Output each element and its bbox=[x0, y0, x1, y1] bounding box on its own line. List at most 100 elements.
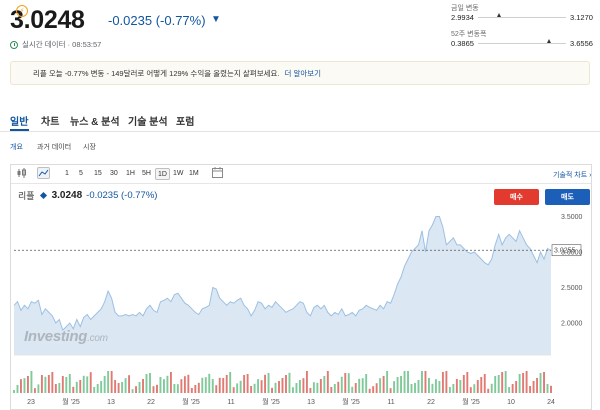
volume-bar bbox=[54, 384, 57, 393]
tab-underline bbox=[10, 129, 29, 131]
area-chart-icon[interactable] bbox=[37, 167, 50, 179]
timeframe-1h[interactable]: 1H bbox=[126, 170, 135, 177]
volume-bar bbox=[428, 378, 430, 393]
volume-bar bbox=[445, 371, 448, 393]
volume-bar bbox=[333, 384, 336, 393]
tab-chart[interactable]: 차트 bbox=[41, 117, 60, 128]
realtime-status: 실시간 데이터 · 08:53:57 bbox=[10, 39, 101, 50]
x-tick-label: 22 bbox=[147, 399, 155, 406]
tab-general[interactable]: 일반 bbox=[10, 117, 29, 128]
volume-bar bbox=[225, 375, 228, 393]
volume-bar bbox=[65, 377, 68, 393]
day-range-label: 금일 변동 bbox=[451, 5, 479, 12]
timeframe-1[interactable]: 1 bbox=[65, 170, 69, 177]
volume-bar bbox=[302, 378, 305, 393]
tab-news[interactable]: 뉴스 & 분석 bbox=[70, 117, 120, 128]
x-tick-label: 월 '25 bbox=[62, 397, 80, 406]
price-area bbox=[14, 216, 551, 355]
volume-bar bbox=[525, 371, 528, 393]
tab-technical[interactable]: 기술 분석 bbox=[128, 117, 168, 128]
volume-bar bbox=[274, 382, 277, 393]
timeframe-1d[interactable]: 1D bbox=[155, 168, 170, 180]
volume-bar bbox=[75, 381, 78, 393]
y-tick-label: 2.5000 bbox=[561, 285, 583, 292]
volume-bar bbox=[532, 381, 535, 393]
volume-bar bbox=[417, 380, 420, 393]
x-tick-label: 월 '25 bbox=[182, 397, 200, 406]
volume-bar bbox=[396, 377, 399, 393]
volume-bar bbox=[473, 384, 476, 393]
volume-bar bbox=[494, 376, 497, 393]
buy-button[interactable]: 매도 bbox=[545, 189, 590, 205]
x-tick-label: 11 bbox=[227, 399, 234, 406]
timeframe-5[interactable]: 5 bbox=[79, 170, 83, 177]
volume-bar bbox=[441, 372, 444, 393]
volume-bar bbox=[536, 378, 539, 393]
volume-bar bbox=[281, 378, 284, 393]
volume-bar bbox=[253, 383, 256, 393]
investing-watermark: Investing.com bbox=[24, 328, 108, 345]
caret-down-icon[interactable]: ▼ bbox=[211, 14, 221, 25]
volume-bar bbox=[159, 377, 162, 393]
tab-forum[interactable]: 포럼 bbox=[176, 117, 195, 128]
x-tick-label: 24 bbox=[547, 399, 555, 406]
volume-bar bbox=[389, 388, 392, 393]
subtab-market[interactable]: 시장 bbox=[83, 144, 96, 151]
week52-high: 3.6556 bbox=[570, 39, 593, 48]
volume-bar bbox=[211, 379, 214, 393]
subtab-overview[interactable]: 개요 bbox=[10, 144, 23, 151]
volume-bar bbox=[162, 379, 165, 393]
volume-bar bbox=[239, 380, 242, 393]
volume-bar bbox=[96, 384, 99, 393]
volume-bar bbox=[110, 371, 113, 393]
calendar-icon[interactable] bbox=[212, 167, 223, 178]
volume-bar bbox=[330, 387, 333, 393]
volume-bar bbox=[393, 381, 396, 393]
volume-bar bbox=[20, 379, 22, 393]
volume-bar bbox=[421, 371, 423, 393]
volume-bar bbox=[347, 373, 350, 393]
legend-name: 리플 bbox=[18, 191, 35, 201]
sell-button[interactable]: 매수 bbox=[494, 189, 539, 205]
volume-bar bbox=[278, 381, 280, 393]
volume-bar bbox=[410, 384, 413, 393]
volume-bar bbox=[462, 375, 465, 393]
timeframe-5h[interactable]: 5H bbox=[142, 170, 151, 177]
volume-bar bbox=[424, 371, 427, 393]
subtab-history[interactable]: 과거 데이터 bbox=[37, 144, 72, 151]
volume-bar bbox=[33, 388, 36, 393]
banner-link[interactable]: 더 알아보기 bbox=[284, 68, 322, 78]
day-high: 3.1270 bbox=[570, 13, 593, 22]
candlestick-icon[interactable] bbox=[16, 167, 28, 179]
volume-bar bbox=[13, 390, 15, 393]
price-chart[interactable]: 3.0255 3.5000 3.0000 2.5000 2.0000 23 월 '25 13 2… bbox=[11, 208, 591, 408]
y-tick-label: 2.0000 bbox=[561, 321, 583, 328]
volume-bar bbox=[222, 378, 225, 393]
volume-bar bbox=[487, 388, 490, 393]
volume-bar bbox=[323, 376, 326, 393]
timeframe-1w[interactable]: 1W bbox=[173, 170, 184, 177]
volume-bar bbox=[504, 371, 507, 393]
volume-bar bbox=[288, 372, 291, 393]
volume-bar bbox=[365, 374, 368, 393]
timeframe-1m[interactable]: 1M bbox=[189, 170, 199, 177]
volume-bar bbox=[117, 383, 120, 393]
volume-bar bbox=[358, 378, 361, 393]
volume-bar bbox=[539, 373, 542, 393]
volume-bar bbox=[452, 384, 455, 393]
lightning-icon: ⚡ bbox=[16, 5, 28, 17]
volume-bar bbox=[501, 372, 504, 393]
timeframe-30[interactable]: 30 bbox=[110, 170, 118, 177]
volume-bar bbox=[511, 384, 514, 393]
volume-bar bbox=[361, 378, 364, 393]
volume-bar bbox=[173, 384, 176, 393]
volume-bar bbox=[215, 385, 218, 393]
volume-bar bbox=[319, 379, 322, 393]
volume-bar bbox=[309, 388, 312, 393]
toolbar-divider bbox=[11, 183, 591, 184]
volume-bar bbox=[543, 372, 545, 393]
volume-bar bbox=[483, 374, 486, 393]
technical-chart-link[interactable]: 기술적 차트 › bbox=[553, 172, 592, 179]
timeframe-15[interactable]: 15 bbox=[94, 170, 102, 177]
volume-bar bbox=[121, 382, 124, 393]
